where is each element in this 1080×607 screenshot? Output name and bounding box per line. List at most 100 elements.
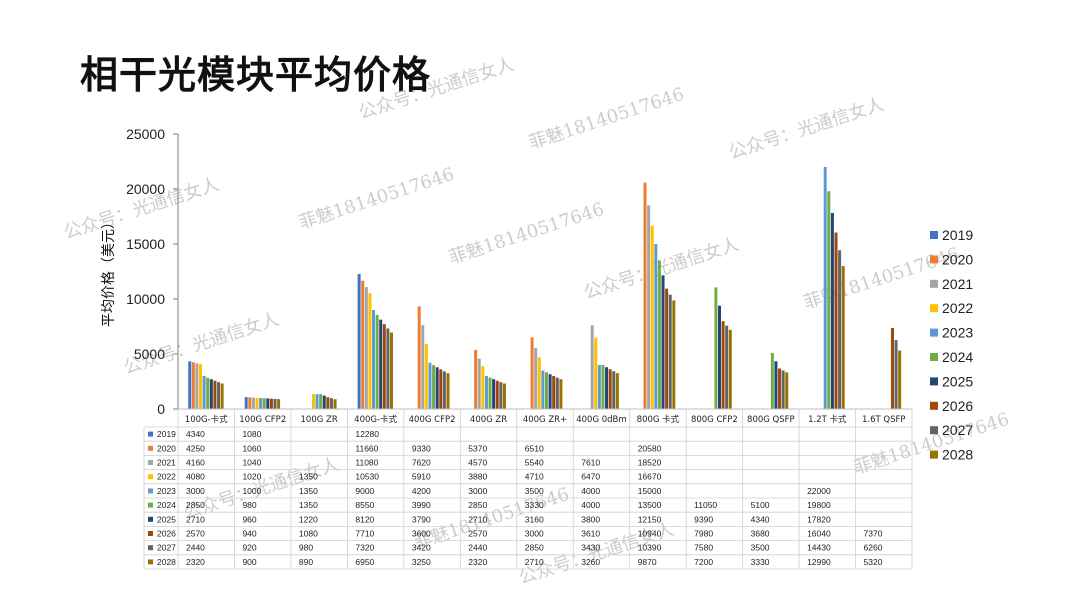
table-cell: 12150 — [638, 514, 662, 524]
table-cell: 4570 — [468, 458, 487, 468]
bar-2022 — [537, 357, 541, 409]
bar-2027 — [386, 328, 390, 409]
table-cell: 6260 — [864, 543, 883, 553]
bar-2027 — [612, 371, 616, 409]
bar-2023 — [202, 376, 206, 409]
bar-2022 — [594, 337, 598, 409]
bar-2026 — [721, 321, 725, 409]
table-cell: 960 — [242, 514, 256, 524]
table-legend-key — [148, 431, 153, 437]
bar-2021 — [590, 325, 594, 409]
table-legend-key — [148, 531, 153, 536]
bar-2025 — [266, 398, 270, 409]
table-cell: 3610 — [581, 529, 600, 539]
table-cell: 6950 — [355, 557, 374, 567]
x-tick-label: 100G ZR — [301, 415, 338, 425]
legend-label: 2024 — [942, 349, 973, 365]
legend-label: 2020 — [942, 251, 973, 267]
bar-2022 — [255, 397, 259, 409]
bar-2021 — [195, 363, 199, 409]
bar-2020 — [248, 397, 252, 409]
table-cell: 16040 — [807, 529, 831, 539]
bar-2025 — [379, 319, 383, 409]
table-cell: 2710 — [186, 514, 205, 524]
table-cell: 1020 — [242, 472, 261, 482]
bar-2024 — [262, 398, 266, 409]
table-row-label: 2024 — [157, 500, 176, 510]
bar-2024 — [432, 365, 436, 409]
bar-2025 — [548, 374, 552, 409]
bar-2026 — [834, 232, 838, 409]
table-cell: 14430 — [807, 543, 831, 553]
table-cell: 1040 — [242, 458, 261, 468]
table-cell: 4160 — [186, 458, 205, 468]
table-cell: 10940 — [638, 529, 662, 539]
table-cell: 920 — [242, 543, 256, 553]
table-cell: 7610 — [581, 458, 600, 468]
table-cell: 3790 — [412, 514, 431, 524]
table-cell: 16670 — [638, 472, 662, 482]
bar-2022 — [424, 343, 428, 409]
table-cell: 1080 — [299, 529, 318, 539]
table-row-label: 2022 — [157, 472, 176, 482]
y-tick-label: 15000 — [126, 236, 165, 252]
table-cell: 3680 — [751, 529, 770, 539]
bar-2026 — [439, 369, 443, 409]
table-cell: 4080 — [186, 472, 205, 482]
table-legend-key — [148, 502, 153, 508]
bar-2026 — [665, 288, 669, 409]
legend-label: 2021 — [942, 276, 973, 292]
table-cell: 7200 — [694, 557, 713, 567]
legend-label: 2025 — [942, 373, 973, 389]
legend-swatch — [930, 353, 938, 361]
table-cell: 940 — [242, 529, 256, 539]
legend-swatch — [930, 279, 938, 288]
bar-2025 — [661, 275, 665, 409]
bar-2025 — [209, 379, 213, 409]
table-row-label: 2019 — [157, 429, 176, 439]
bar-2020 — [643, 182, 647, 409]
table-cell: 1350 — [299, 472, 318, 482]
table-cell: 7320 — [355, 543, 374, 553]
bar-2027 — [725, 325, 729, 409]
table-cell: 7370 — [864, 529, 883, 539]
bar-2023 — [654, 244, 658, 409]
legend-swatch — [930, 450, 938, 459]
bar-2028 — [559, 379, 563, 409]
bar-2027 — [499, 382, 503, 409]
table-cell: 2570 — [186, 529, 205, 539]
bar-2026 — [890, 327, 894, 409]
table-cell: 1000 — [242, 486, 261, 496]
bar-2028 — [333, 399, 337, 409]
table-cell: 3000 — [468, 486, 487, 496]
table-cell: 5540 — [525, 458, 544, 468]
x-tick-label: 100G CFP2 — [239, 415, 286, 425]
table-cell: 1220 — [299, 514, 318, 524]
table-cell: 2710 — [468, 514, 487, 524]
table-cell: 5320 — [864, 557, 883, 567]
table-cell: 1080 — [242, 429, 261, 439]
table-cell: 17820 — [807, 514, 831, 524]
table-cell: 3000 — [186, 486, 205, 496]
table-cell: 10530 — [355, 472, 379, 482]
table-cell: 900 — [242, 557, 256, 567]
table-cell: 3160 — [525, 514, 544, 524]
bar-2025 — [830, 212, 834, 409]
bar-2024 — [714, 287, 718, 409]
table-row-label: 2020 — [157, 443, 176, 453]
bar-2027 — [894, 340, 898, 409]
bar-2026 — [495, 380, 499, 409]
table-cell: 2710 — [525, 557, 544, 567]
y-axis-label: 平均价格（美元） — [101, 215, 117, 327]
table-cell: 1060 — [242, 443, 261, 453]
bar-2028 — [446, 373, 450, 409]
bar-2025 — [605, 367, 609, 409]
x-tick-label: 400G ZR+ — [523, 415, 567, 425]
table-cell: 4710 — [525, 472, 544, 482]
table-cell: 3420 — [412, 543, 431, 553]
bar-2027 — [273, 398, 277, 409]
x-tick-label: 100G-卡式 — [185, 414, 228, 425]
table-cell: 3260 — [581, 557, 600, 567]
x-tick-label: 800G 卡式 — [637, 414, 680, 425]
table-cell: 2570 — [468, 529, 487, 539]
